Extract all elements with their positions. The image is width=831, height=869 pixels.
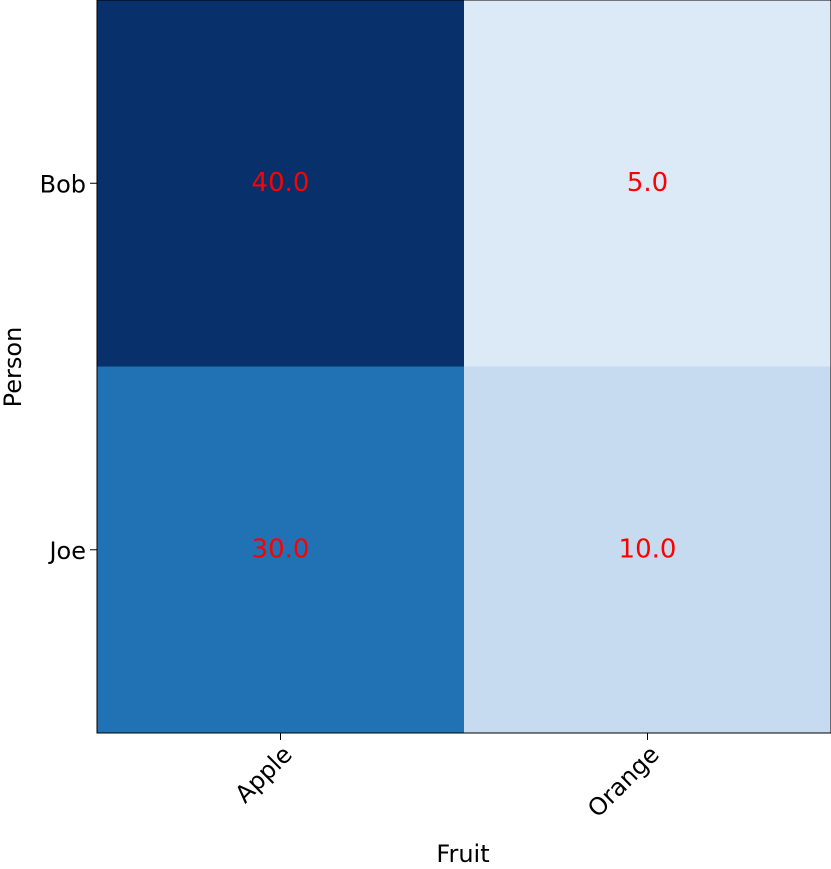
x-tick-label: Apple [230,740,298,808]
heatmap-cell [97,0,464,367]
y-axis-label: Person [0,327,27,408]
heatmap-cell [464,0,831,367]
y-tick-label: Bob [40,170,86,198]
cell-value-label: 30.0 [252,534,310,564]
cell-value-label: 5.0 [627,168,668,198]
x-tick-label: Orange [582,740,665,823]
heatmap-cell [97,366,464,733]
x-axis-label: Fruit [436,840,489,868]
plot-frame [96,0,831,734]
y-tick-label: Joe [47,537,86,565]
heatmap-cell [464,366,831,733]
cell-value-label: 10.0 [619,534,677,564]
cell-value-label: 40.0 [252,168,310,198]
